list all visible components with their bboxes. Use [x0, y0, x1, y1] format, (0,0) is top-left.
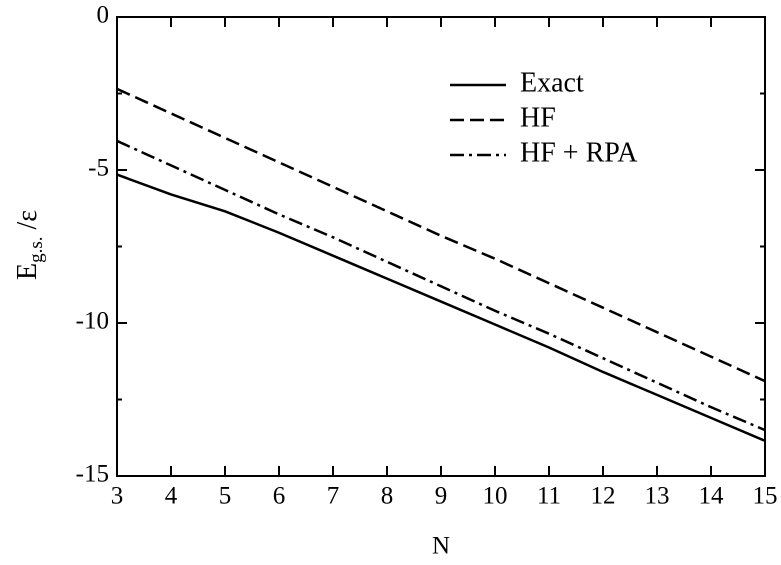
y-axis-label: Eg.s. /ε: [12, 210, 47, 280]
legend-label: Exact: [520, 67, 584, 98]
x-tick-label: 13: [645, 483, 670, 510]
x-axis-label: N: [432, 533, 450, 560]
x-tick-label: 6: [273, 483, 286, 510]
x-tick-label: 7: [327, 483, 340, 510]
x-tick-label: 11: [537, 483, 561, 510]
legend-label: HF + RPA: [520, 137, 638, 168]
x-tick-label: 12: [591, 483, 616, 510]
x-tick-label: 4: [165, 483, 178, 510]
x-tick-label: 5: [219, 483, 232, 510]
x-tick-label: 15: [753, 483, 778, 510]
y-tick-label: -15: [76, 461, 109, 488]
y-tick-label: -10: [76, 308, 109, 335]
x-tick-label: 9: [435, 483, 448, 510]
x-tick-label: 10: [483, 483, 508, 510]
x-tick-label: 3: [111, 483, 124, 510]
series-line: [116, 139, 766, 432]
plot-frame: [116, 16, 766, 477]
x-tick-label: 14: [699, 483, 725, 510]
x-tick-label: 8: [381, 483, 394, 510]
y-tick-label: -5: [88, 155, 109, 182]
y-tick-label: 0: [97, 2, 110, 29]
y-label-rest: /ε: [12, 210, 43, 237]
legend-label: HF: [520, 102, 556, 133]
y-label-main: E: [12, 263, 43, 280]
y-label-sub: g.s.: [26, 237, 47, 263]
series-line: [116, 173, 766, 442]
series-line: [116, 87, 766, 383]
